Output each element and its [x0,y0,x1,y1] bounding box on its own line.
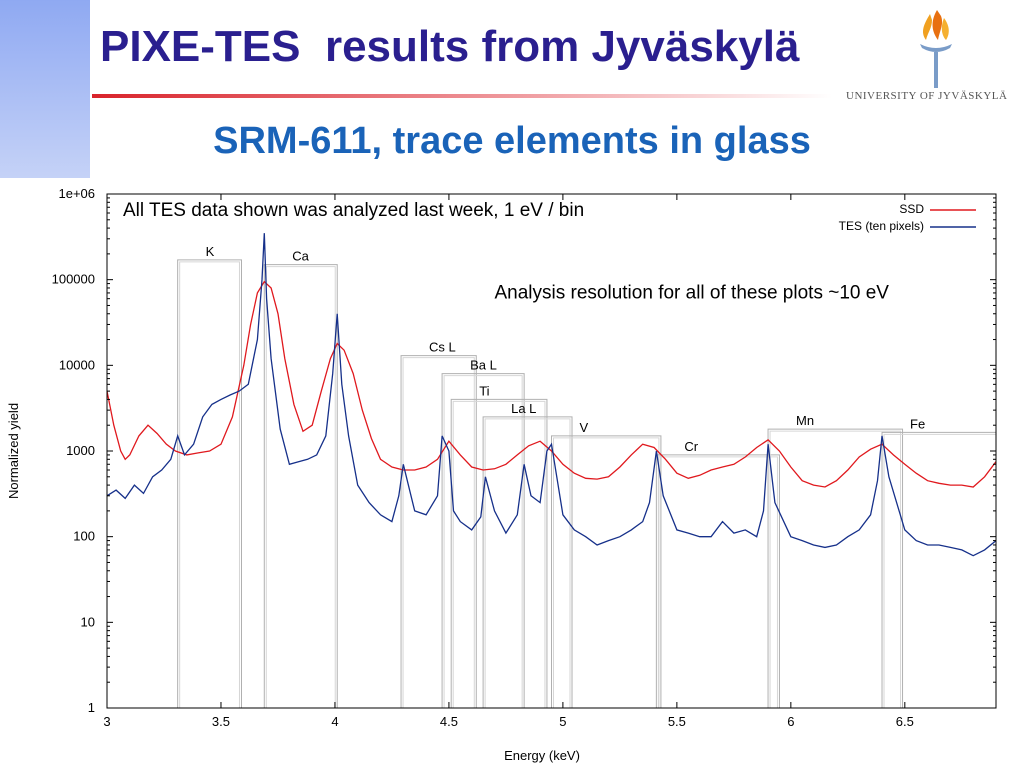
element-label-8: Mn [796,413,814,428]
side-accent-bar [0,0,90,178]
y-tick-label-5: 100000 [52,272,95,287]
element-markers [177,259,996,708]
element-marker-inner-6 [553,437,660,708]
element-marker-inner-0 [179,261,240,708]
x-tick-label-1: 3.5 [212,714,230,729]
y-tick-label-2: 100 [73,529,95,544]
series-line-0 [107,280,996,488]
element-label-0: K [206,244,215,259]
element-marker-inner-4 [452,400,546,708]
element-marker-8 [767,428,904,708]
element-label-9: Fe [910,416,925,431]
series-lines [107,233,996,557]
element-label-5: La L [511,401,536,416]
element-marker-inner-2 [402,357,475,708]
element-marker-inner-8 [769,430,902,708]
slide-subtitle: SRM-611, trace elements in glass [213,120,811,162]
y-tick-label-0: 1 [88,700,95,715]
element-marker-2 [400,355,477,708]
spectrum-chart: 3 3.5 4 4.5 5 5.5 6 6.5 1 10 100 1000 10000 100000 1e+… [6,186,997,763]
x-tick-label-5: 5.5 [668,714,686,729]
element-label-2: Cs L [429,340,456,355]
x-axis-label: Energy (keV) [504,748,580,763]
element-marker-7 [655,454,780,708]
x-tick-label-3: 4.5 [440,714,458,729]
series-line-1 [107,233,996,557]
annotation-1: Analysis resolution for all of these plo… [495,283,890,304]
university-name: UNIVERSITY OF JYVÄSKYLÄ [846,90,1008,102]
annotation-0: All TES data shown was analyzed last wee… [123,200,584,221]
y-tick-label-3: 1000 [66,443,95,458]
x-tick-label-6: 6 [787,714,794,729]
element-marker-3 [441,373,525,708]
element-marker-inner-5 [484,418,571,708]
annotations: K Ca Cs L Ba L Ti La L V Cr Mn Fe All TES data sho… [123,200,925,454]
element-label-3: Ba L [470,358,497,373]
y-axis-label: Normalized yield [6,403,21,499]
element-label-6: V [580,420,589,435]
element-marker-6 [551,435,662,708]
element-marker-inner-7 [657,456,778,708]
y-tick-label-4: 10000 [59,357,95,372]
legend: SSD TES (ten pixels) [839,202,976,233]
element-marker-4 [450,398,548,708]
legend-label-tes: TES (ten pixels) [839,219,924,233]
university-torch-logo [920,10,952,88]
x-tick-label-2: 4 [331,714,338,729]
element-marker-inner-3 [443,375,523,708]
element-marker-inner-1 [265,266,336,708]
y-tick-label-6: 1e+06 [58,186,95,201]
x-tick-label-0: 3 [103,714,110,729]
slide-title: PIXE-TES results from Jyväskylä [100,22,800,71]
legend-label-ssd: SSD [899,202,924,216]
element-label-4: Ti [479,383,489,398]
element-marker-1 [263,264,338,708]
element-label-1: Ca [292,249,309,264]
element-marker-0 [177,259,242,708]
torch-icon [920,10,952,88]
element-marker-5 [482,416,573,708]
element-label-7: Cr [684,439,698,454]
y-tick-label-1: 10 [81,614,95,629]
axes: 3 3.5 4 4.5 5 5.5 6 6.5 1 10 100 1000 10000 100000 1e+… [52,186,996,729]
x-tick-label-4: 5 [559,714,566,729]
element-marker-9 [881,431,996,708]
element-marker-inner-9 [883,433,996,708]
x-tick-label-7: 6.5 [896,714,914,729]
title-underline [92,94,832,98]
